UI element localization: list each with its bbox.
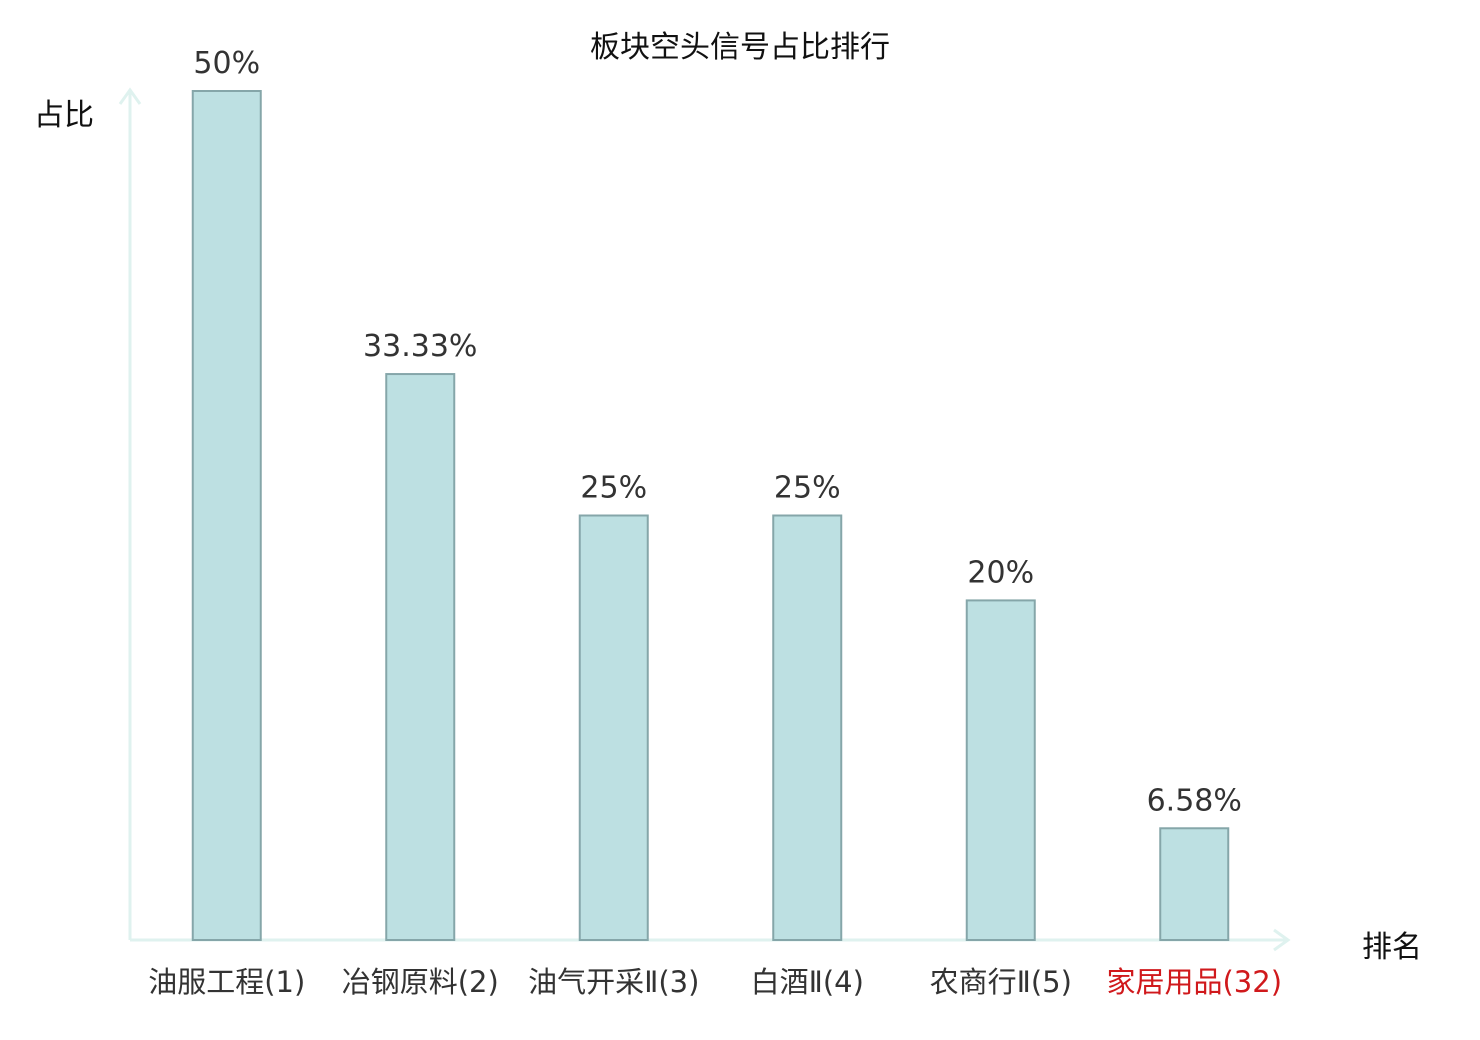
bar-value-label: 50% (193, 46, 260, 81)
bar-value-label: 20% (967, 555, 1034, 590)
bar-value-label: 25% (580, 471, 647, 506)
bar-value-label: 25% (774, 471, 841, 506)
chart-title: 板块空头信号占比排行 (590, 30, 890, 65)
bar (965, 599, 1036, 942)
bar-value-label: 33.33% (363, 329, 477, 364)
bar-value-label: 6.58% (1147, 783, 1242, 818)
bar (1159, 827, 1230, 942)
bar (191, 90, 262, 941)
y-axis-arrow (118, 87, 142, 105)
bar (772, 514, 843, 941)
x-tick-label: 家居用品(32) (1106, 965, 1283, 999)
x-tick-label: 白酒Ⅱ(4) (750, 965, 864, 999)
x-axis-arrow (1273, 928, 1291, 952)
x-axis-label: 排名 (1362, 930, 1422, 965)
bar (578, 514, 649, 941)
y-axis-label: 占比 (34, 98, 94, 133)
x-tick-label: 油气开采Ⅱ(3) (528, 965, 700, 999)
bar (385, 373, 456, 942)
x-tick-label: 油服工程(1) (148, 965, 306, 999)
x-tick-label: 冶钢原料(2) (341, 965, 499, 999)
x-tick-label: 农商行Ⅱ(5) (929, 965, 1072, 999)
